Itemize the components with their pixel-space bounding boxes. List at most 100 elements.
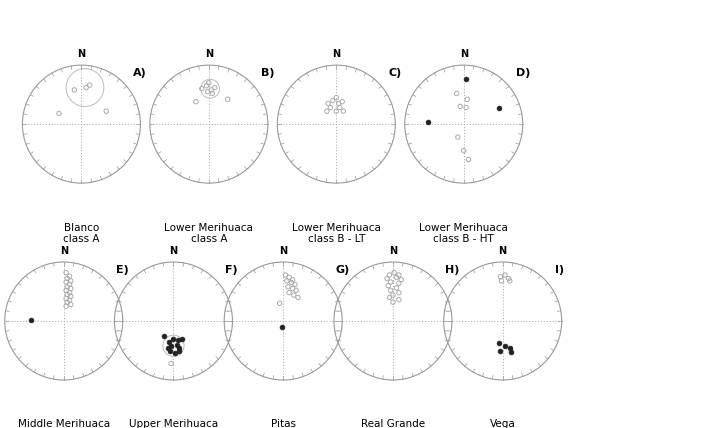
Text: Vega
class A: Vega class A: [484, 419, 521, 428]
Point: [65, 293, 76, 300]
Point: [196, 85, 207, 92]
Text: Blanco
class A: Blanco class A: [63, 223, 100, 244]
Point: [504, 277, 515, 284]
Point: [391, 274, 402, 281]
Point: [62, 283, 73, 290]
Point: [460, 104, 472, 111]
Point: [222, 96, 234, 103]
Point: [60, 269, 72, 276]
Point: [207, 90, 218, 97]
Text: N: N: [59, 246, 68, 256]
Point: [163, 338, 174, 345]
Point: [506, 348, 517, 355]
Text: N: N: [498, 246, 507, 256]
Text: Upper Merihuaca
class A: Upper Merihuaca class A: [129, 419, 218, 428]
Point: [322, 100, 333, 107]
Point: [64, 289, 75, 296]
Point: [455, 103, 466, 110]
Point: [62, 275, 73, 282]
Point: [65, 285, 76, 292]
Text: Lower Merihuaca
class A: Lower Merihuaca class A: [164, 223, 253, 244]
Point: [53, 110, 64, 117]
Point: [321, 108, 333, 115]
Point: [286, 279, 297, 286]
Point: [274, 300, 285, 307]
Point: [190, 98, 202, 105]
Point: [389, 269, 400, 276]
Point: [205, 86, 217, 93]
Point: [25, 316, 37, 323]
Text: H): H): [445, 265, 459, 275]
Point: [493, 340, 505, 347]
Point: [331, 108, 342, 115]
Point: [451, 90, 462, 97]
Point: [336, 98, 348, 105]
Point: [382, 282, 394, 289]
Point: [162, 344, 173, 351]
Point: [276, 324, 287, 330]
Point: [292, 294, 304, 301]
Point: [164, 347, 176, 354]
Point: [504, 345, 515, 351]
Point: [281, 277, 292, 284]
Point: [496, 277, 507, 284]
Point: [387, 291, 399, 298]
Text: N: N: [279, 246, 287, 256]
Point: [173, 337, 184, 344]
Text: B): B): [261, 68, 274, 78]
Point: [202, 88, 213, 95]
Text: N: N: [459, 49, 468, 59]
Text: D): D): [515, 68, 530, 78]
Point: [385, 279, 396, 285]
Point: [282, 283, 294, 290]
Point: [495, 347, 506, 354]
Point: [64, 297, 75, 304]
Point: [387, 299, 399, 306]
Point: [287, 276, 298, 283]
Point: [393, 296, 404, 303]
Point: [499, 342, 510, 349]
Text: C): C): [388, 68, 401, 78]
Point: [176, 335, 188, 342]
Point: [84, 82, 96, 89]
Point: [173, 344, 185, 351]
Point: [166, 360, 177, 367]
Point: [327, 97, 338, 104]
Text: N: N: [77, 49, 86, 59]
Point: [60, 295, 72, 302]
Point: [169, 350, 181, 357]
Point: [166, 342, 177, 349]
Point: [159, 333, 170, 340]
Point: [203, 80, 215, 86]
Point: [64, 281, 75, 288]
Point: [463, 156, 474, 163]
Text: F): F): [225, 265, 238, 275]
Point: [393, 289, 404, 296]
Point: [382, 275, 393, 282]
Point: [460, 76, 472, 83]
Point: [171, 341, 183, 348]
Point: [173, 347, 185, 354]
Point: [393, 280, 404, 287]
Point: [65, 277, 76, 284]
Text: Real Grande
class A: Real Grande class A: [361, 419, 425, 428]
Point: [101, 108, 112, 115]
Point: [452, 134, 464, 140]
Text: A): A): [133, 68, 147, 78]
Text: G): G): [335, 265, 349, 275]
Point: [288, 291, 299, 298]
Text: N: N: [389, 246, 397, 256]
Text: N: N: [169, 246, 178, 256]
Point: [393, 271, 404, 278]
Point: [334, 104, 346, 111]
Point: [325, 104, 336, 111]
Point: [168, 335, 179, 342]
Point: [384, 294, 395, 301]
Point: [290, 287, 302, 294]
Point: [283, 289, 295, 296]
Point: [60, 303, 72, 310]
Text: E): E): [115, 265, 128, 275]
Text: Pitas
class A: Pitas class A: [265, 419, 302, 428]
Text: Lower Merihuaca
class B - HT: Lower Merihuaca class B - HT: [419, 223, 508, 244]
Text: Middle Merihuaca
class A: Middle Merihuaca class A: [18, 419, 110, 428]
